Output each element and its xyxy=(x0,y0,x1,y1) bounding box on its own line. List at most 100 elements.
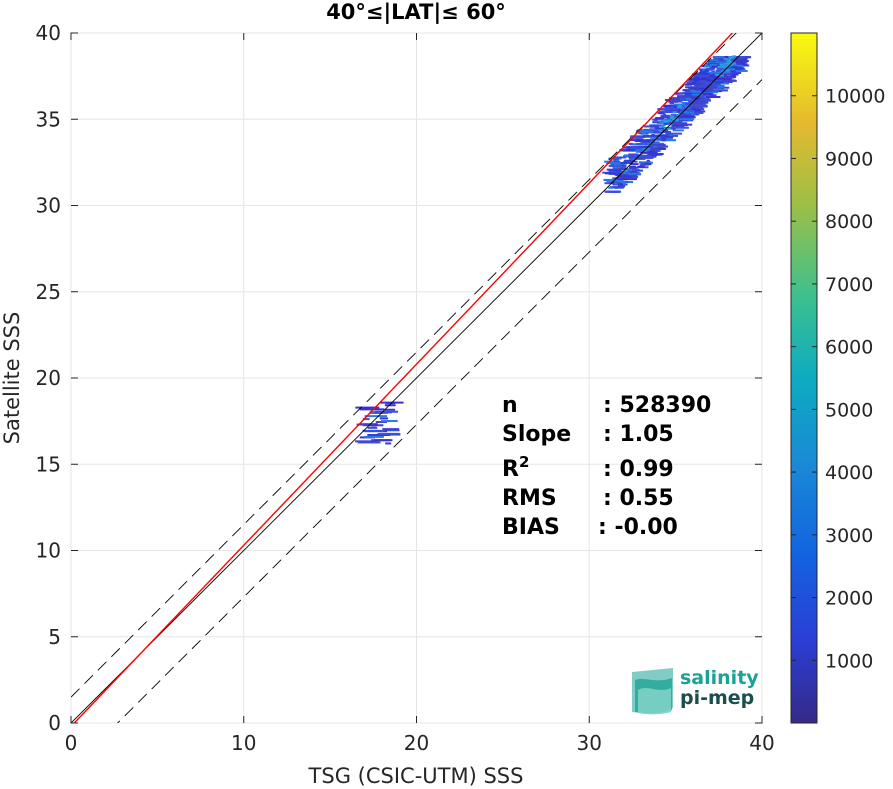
density-cell xyxy=(685,97,695,100)
density-cell xyxy=(732,73,739,76)
density-cell xyxy=(629,157,646,160)
density-cell xyxy=(721,79,737,82)
density-cell xyxy=(687,111,704,114)
density-cell-high xyxy=(675,118,680,121)
density-cell-high xyxy=(723,57,728,60)
density-cell xyxy=(652,121,660,124)
density-cell xyxy=(612,168,622,171)
y-axis-label: Satellite SSS xyxy=(0,312,24,445)
lower-bound-line xyxy=(117,79,762,723)
density-cell xyxy=(691,105,708,108)
density-cell xyxy=(669,134,679,137)
density-cell xyxy=(687,119,692,122)
density-cell xyxy=(736,60,744,63)
density-cell xyxy=(650,148,659,151)
density-cell xyxy=(650,143,666,146)
stats-box: n : 528390 Slope : 1.05 R2 : 0.99 RMS : … xyxy=(502,393,711,540)
upper-bound-line xyxy=(71,33,737,698)
density-cell xyxy=(655,147,665,150)
density-cell xyxy=(688,80,697,83)
density-cell xyxy=(356,423,374,426)
density-cell xyxy=(629,165,636,168)
logo-text-salinity: salinity xyxy=(680,667,759,689)
density-cell xyxy=(629,167,638,170)
density-cell-high xyxy=(670,120,675,123)
density-cell xyxy=(699,81,708,84)
density-cell xyxy=(722,68,735,71)
logo-text-pimep: pi-mep xyxy=(680,687,754,709)
colorbar-ticks: 1000 2000 3000 4000 5000 6000 7000 8000 9000 1000… xyxy=(791,86,885,672)
density-cell xyxy=(630,163,639,166)
density-cell xyxy=(730,75,736,78)
density-cell xyxy=(675,126,689,129)
density-cell xyxy=(379,417,389,420)
y-tick-label: 25 xyxy=(36,280,61,304)
density-cell xyxy=(606,179,624,182)
density-cell xyxy=(698,75,709,78)
density-cell xyxy=(632,154,642,157)
density-cell-high xyxy=(727,61,732,64)
x-tick-label: 40 xyxy=(749,731,774,755)
density-cell xyxy=(711,65,718,68)
density-cell xyxy=(623,181,634,184)
density-cell xyxy=(623,164,627,167)
density-cell xyxy=(697,85,708,88)
density-cell xyxy=(680,111,695,114)
density-cell xyxy=(666,132,671,135)
density-cell xyxy=(639,163,645,166)
density-cell xyxy=(367,426,378,429)
density-cell xyxy=(611,181,617,184)
density-cell xyxy=(708,89,713,92)
density-cell-high xyxy=(725,69,730,72)
density-cell xyxy=(694,73,710,76)
y-tick-label: 30 xyxy=(36,194,61,218)
y-tick-label: 10 xyxy=(36,539,61,563)
density-cell-high xyxy=(719,74,724,77)
density-cell xyxy=(714,81,724,84)
density-cell xyxy=(385,442,392,445)
stat-rms-label: RMS xyxy=(502,486,557,511)
x-axis-label: TSG (CSIC-UTM) SSS xyxy=(308,764,524,788)
density-cell xyxy=(703,82,721,85)
density-cell-high xyxy=(732,62,737,65)
density-cell-high xyxy=(662,119,667,122)
density-cell xyxy=(719,73,731,76)
density-cell xyxy=(704,88,714,91)
density-cell xyxy=(628,142,633,145)
density-cell xyxy=(707,59,719,62)
density-cell xyxy=(650,136,661,139)
density-cell xyxy=(625,148,632,151)
density-cell xyxy=(705,91,718,94)
density-cell xyxy=(646,159,650,162)
density-cell xyxy=(379,432,400,435)
density-cell-high xyxy=(658,129,663,132)
density-cell xyxy=(608,186,613,189)
x-axis-ticks: 0 10 20 30 40 xyxy=(65,33,775,755)
density-cell-high xyxy=(667,127,672,130)
density-cell xyxy=(677,121,683,124)
density-cell xyxy=(617,185,626,188)
density-cell xyxy=(660,114,671,117)
density-cell xyxy=(612,156,627,159)
density-cell xyxy=(665,132,683,135)
density-cell xyxy=(701,77,707,80)
density-cell xyxy=(603,178,617,181)
density-cell xyxy=(668,97,685,100)
density-cell xyxy=(732,60,737,63)
density-cell xyxy=(694,75,703,78)
density-cell xyxy=(652,137,657,140)
density-cell-high xyxy=(717,65,722,68)
x-tick-label: 20 xyxy=(404,731,429,755)
density-cell-high xyxy=(666,119,671,122)
density-cell xyxy=(635,148,652,151)
density-cell xyxy=(716,67,722,70)
density-cell xyxy=(608,172,622,175)
density-cell xyxy=(703,80,712,83)
density-cell-high xyxy=(721,65,726,68)
density-cell xyxy=(691,113,695,116)
stat-rms-value: : 0.55 xyxy=(603,486,674,511)
density-cell-high xyxy=(671,118,676,121)
density-cell xyxy=(662,108,678,111)
density-cell xyxy=(699,70,710,73)
stat-bias-label: BIAS xyxy=(502,515,560,540)
